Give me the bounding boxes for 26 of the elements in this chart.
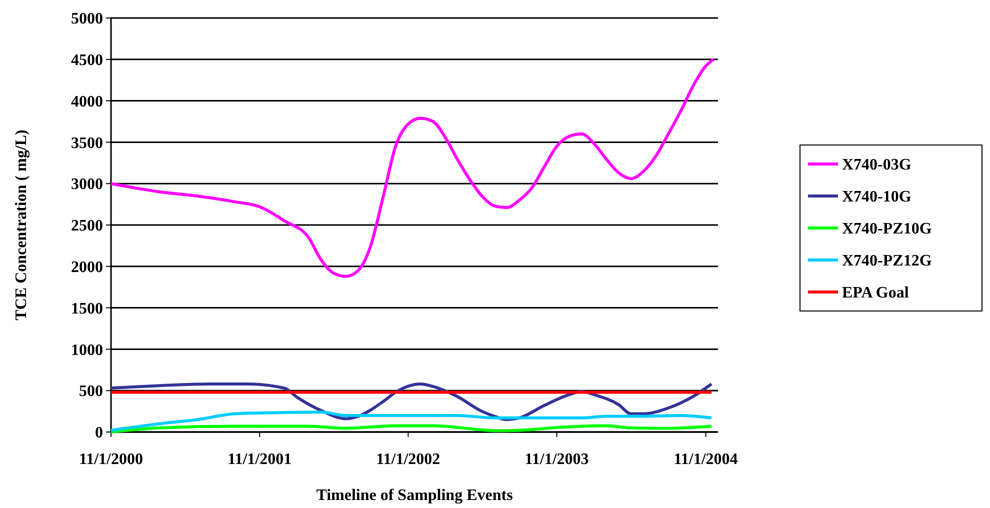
x-axis-title: Timeline of Sampling Events bbox=[316, 487, 513, 504]
line-series bbox=[110, 58, 716, 278]
y-tick-label: 3500 bbox=[71, 134, 103, 152]
legend-label: X740-PZ12G bbox=[842, 252, 932, 270]
legend-label: X740-03G bbox=[842, 156, 912, 174]
legend-label: X740-10G bbox=[842, 188, 912, 206]
y-tick-label: 0 bbox=[95, 424, 103, 442]
y-tick-label: 2500 bbox=[71, 218, 103, 235]
y-axis-title: TCE Concentration ( mg/L) bbox=[13, 130, 30, 320]
y-tick-label: 1000 bbox=[71, 342, 103, 359]
y-tick-label: 4500 bbox=[71, 52, 103, 69]
y-tick-label: 4000 bbox=[71, 93, 103, 110]
line-series bbox=[110, 410, 713, 432]
x-tick-label: 11/1/2002 bbox=[376, 451, 440, 468]
y-tick-label: 3000 bbox=[71, 176, 103, 194]
legend-label: X740-PZ10G bbox=[842, 220, 932, 238]
y-tick-label: 500 bbox=[79, 383, 103, 400]
y-tick-label: 2000 bbox=[71, 259, 103, 276]
x-tick-label: 11/1/2003 bbox=[524, 451, 589, 468]
x-tick-label: 11/1/2001 bbox=[228, 451, 292, 468]
line-series bbox=[110, 424, 713, 434]
x-tick-label: 11/1/2004 bbox=[674, 451, 738, 468]
legend-label: EPA Goal bbox=[842, 284, 910, 302]
y-tick-label: 5000 bbox=[71, 10, 103, 28]
y-tick-label: 1500 bbox=[71, 300, 103, 318]
x-tick-label: 11/1/2000 bbox=[78, 451, 144, 468]
